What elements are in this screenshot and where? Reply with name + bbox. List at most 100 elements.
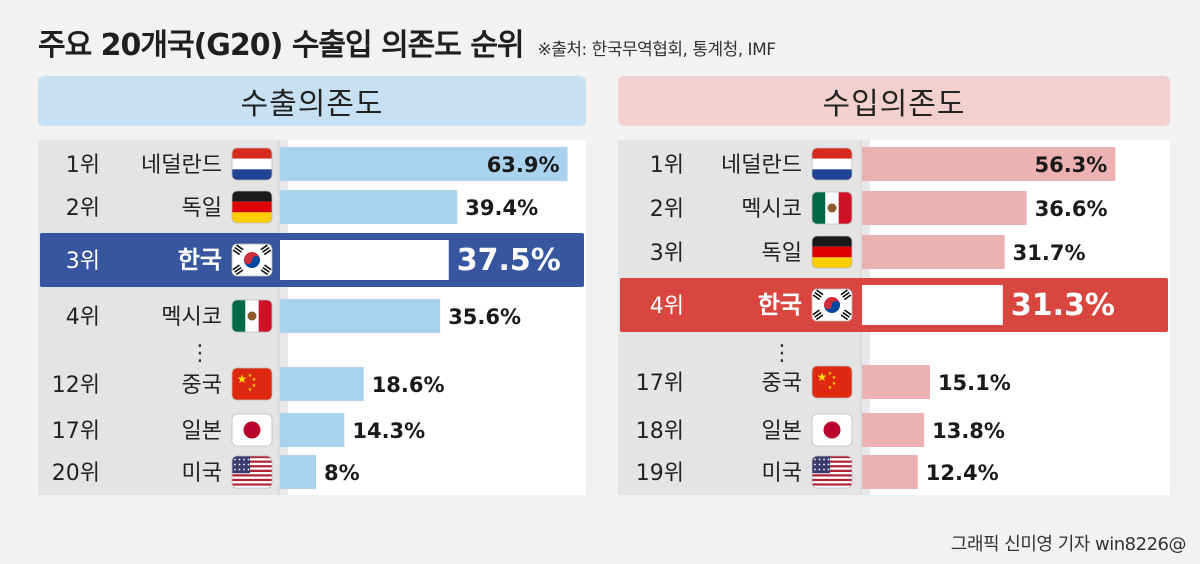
import-country-label: 중국 [762, 371, 802, 396]
export-country-label: 멕시코 [161, 305, 222, 330]
import-rank-label: 17위 [636, 371, 684, 396]
export-value-label: 37.5% [457, 243, 561, 278]
export-value-label: 14.3% [352, 419, 425, 443]
import-rank-label: 2위 [650, 197, 684, 222]
import-value-label: 31.7% [1013, 241, 1086, 265]
import-country-label: 일본 [762, 419, 802, 444]
graphic-credit: 그래픽 신미영 기자 win8226@ [950, 534, 1187, 555]
export-country-label: 네덜란드 [141, 153, 222, 178]
korea-flag-icon [811, 288, 853, 322]
import-rank-label: 4위 [650, 294, 684, 319]
export-value-label: 8% [324, 461, 360, 485]
svg-text:★: ★ [248, 387, 253, 393]
export-rank-label: 1위 [66, 153, 100, 178]
svg-text:★: ★ [828, 385, 833, 391]
export-country-label: 일본 [182, 419, 222, 444]
import-bar [862, 191, 1027, 225]
export-rank-label: 20위 [52, 461, 100, 486]
japan-flag-icon [811, 413, 853, 447]
germany-flag-icon [231, 190, 273, 224]
dependency-charts: ⋮1위 네덜란드 63.9%2위 독일 39.4%3위 한국 37.5%4위 멕시코 35.6%… [38, 140, 1170, 495]
korea-flag-icon [231, 243, 273, 277]
japan-flag-icon [231, 413, 273, 447]
import-country-label: 네덜란드 [721, 153, 802, 178]
export-row-4: 12위 중국 ★ ★★★★ 18.6% [52, 367, 445, 401]
export-bar [280, 147, 568, 181]
export-rank-label: 2위 [66, 196, 100, 221]
export-bar [280, 299, 441, 333]
mexico-flag-icon [231, 299, 273, 333]
svg-text:★: ★ [252, 377, 257, 383]
import-country-label: 미국 [762, 461, 802, 486]
svg-text:★: ★ [832, 381, 837, 387]
import-country-label: 독일 [762, 241, 802, 266]
export-row-3: 4위 멕시코 35.6% [66, 299, 521, 333]
import-row-3: 4위 한국 31.3% [620, 278, 1168, 332]
netherlands-flag-icon [811, 147, 853, 181]
export-row-1: 2위 독일 39.4% [66, 190, 538, 224]
export-rank-label: 3위 [66, 249, 100, 274]
export-country-label: 미국 [182, 461, 222, 486]
export-value-label: 18.6% [372, 373, 445, 397]
netherlands-flag-icon [231, 147, 273, 181]
title-row: 주요 20개국(G20) 수출입 의존도 순위 ※출처: 한국무역협회, 통계청… [38, 20, 776, 64]
import-rank-label: 3위 [650, 241, 684, 266]
import-rank-label: 18위 [636, 419, 684, 444]
import-bar [862, 235, 1005, 269]
export-rank-label: 17위 [52, 419, 100, 444]
svg-text:★: ★ [237, 372, 248, 386]
import-bar [862, 413, 925, 447]
export-row-0: 1위 네덜란드 63.9% [66, 147, 568, 181]
import-rank-label: 19위 [636, 461, 684, 486]
export-country-label: 독일 [182, 196, 222, 221]
svg-text:★: ★ [248, 373, 253, 379]
svg-text:★: ★ [828, 371, 833, 377]
import-row-4: 17위 중국 ★ ★★★★ 15.1% [636, 365, 1011, 399]
source-note: ※출처: 한국무역협회, 통계청, IMF [537, 40, 777, 60]
export-rank-label: 12위 [52, 373, 100, 398]
export-rank-label: 4위 [66, 305, 100, 330]
import-row-1: 2위 멕시코 36.6% [650, 191, 1108, 225]
china-flag-icon: ★ ★★★★ [811, 365, 853, 399]
import-value-label: 56.3% [1034, 153, 1107, 177]
export-value-label: 35.6% [448, 305, 521, 329]
germany-flag-icon [811, 235, 853, 269]
export-country-label: 한국 [178, 246, 222, 274]
import-bar [862, 455, 918, 489]
export-ellipsis: ⋮ [189, 341, 211, 366]
export-row-2: 3위 한국 37.5% [40, 233, 584, 287]
import-bar [862, 365, 930, 399]
import-row-0: 1위 네덜란드 56.3% [650, 147, 1116, 181]
export-row-6: 20위 미국 8% [52, 455, 360, 489]
import-rank-label: 1위 [650, 153, 684, 178]
export-value-label: 63.9% [487, 153, 560, 177]
svg-text:★: ★ [252, 383, 257, 389]
export-bar [280, 190, 458, 224]
import-country-label: 한국 [758, 291, 802, 319]
svg-text:★: ★ [832, 375, 837, 381]
import-ellipsis: ⋮ [771, 341, 793, 366]
usa-flag-icon [231, 455, 273, 489]
import-panel-header: 수입의존도 [618, 76, 1170, 126]
import-row-5: 18위 일본 13.8% [636, 413, 1005, 447]
export-row-5: 17위 일본 14.3% [52, 413, 425, 447]
export-country-label: 중국 [182, 373, 222, 398]
import-value-label: 12.4% [926, 461, 999, 485]
import-bar [862, 147, 1116, 181]
export-bar [280, 240, 449, 280]
export-bar [280, 367, 364, 401]
export-bar [280, 413, 345, 447]
import-row-2: 3위 독일 31.7% [650, 235, 1086, 269]
import-value-label: 31.3% [1011, 288, 1115, 323]
usa-flag-icon [811, 455, 853, 489]
export-bar [280, 455, 316, 489]
import-value-label: 15.1% [938, 371, 1011, 395]
import-bar [862, 285, 1003, 325]
import-country-label: 멕시코 [741, 197, 802, 222]
import-value-label: 13.8% [932, 419, 1005, 443]
svg-text:★: ★ [817, 370, 828, 384]
import-value-label: 36.6% [1035, 197, 1108, 221]
chart-title: 주요 20개국(G20) 수출입 의존도 순위 [38, 28, 525, 63]
mexico-flag-icon [811, 191, 853, 225]
china-flag-icon: ★ ★★★★ [231, 367, 273, 401]
